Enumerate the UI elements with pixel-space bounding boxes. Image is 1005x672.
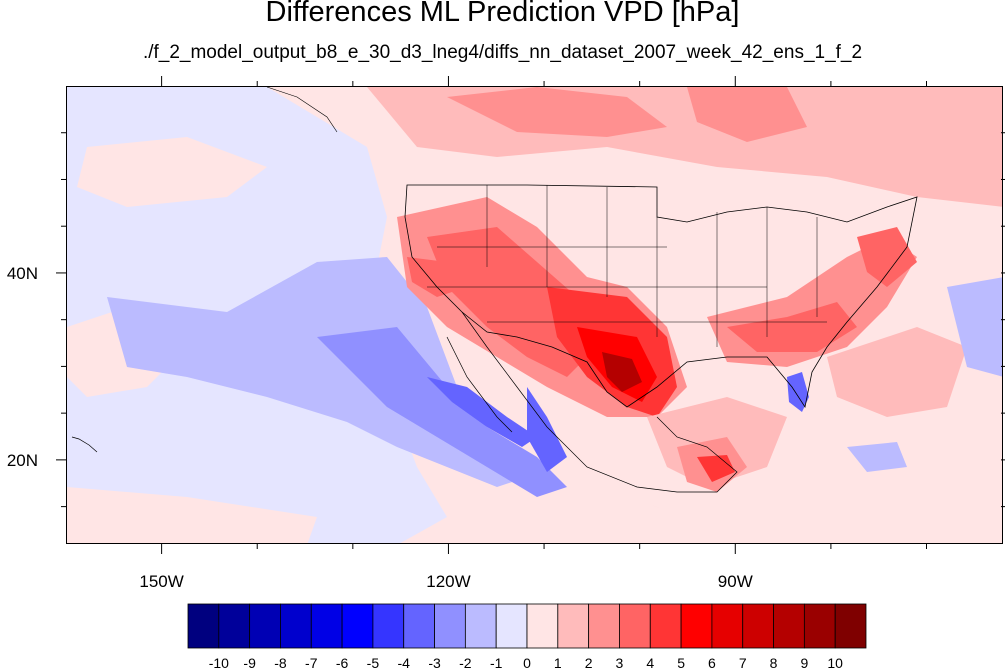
colorbar-box xyxy=(310,603,343,649)
mexico-coastline xyxy=(461,311,738,493)
central-america-pink xyxy=(537,497,687,543)
colorbar-label: -10 xyxy=(209,655,229,671)
us-outline xyxy=(404,184,918,409)
colorbar-label: 7 xyxy=(739,655,747,671)
canada-red-patch xyxy=(687,87,807,142)
colorbar-box xyxy=(803,603,836,649)
us-state-borders xyxy=(427,185,827,347)
colorbar-label: -7 xyxy=(305,655,318,671)
map-subtitle: ./f_2_model_output_b8_e_30_d3_lneg4/diff… xyxy=(142,42,863,63)
colorbar-box xyxy=(218,603,251,649)
colorbar-label: 5 xyxy=(677,655,685,671)
colorbar-label: 2 xyxy=(585,655,593,671)
pacific-blue-band xyxy=(107,257,527,487)
vpd-difference-field xyxy=(67,87,1002,543)
colorbar-box xyxy=(403,603,435,649)
colorbar-box xyxy=(280,603,312,649)
colorbar-box xyxy=(742,603,774,649)
caribbean-blue-patch xyxy=(847,442,907,472)
colorbar-box xyxy=(495,603,528,649)
colorbar-label: 9 xyxy=(800,655,808,671)
colorbar-label: -4 xyxy=(398,655,411,671)
colorbar-box xyxy=(773,603,805,649)
colorbar-box xyxy=(711,603,744,649)
gulf-of-california-blue xyxy=(527,387,567,472)
colorbar-label: 6 xyxy=(708,655,716,671)
colorbar-label: -2 xyxy=(459,655,472,671)
texas-peak-core xyxy=(602,352,642,392)
florida-blue-patch xyxy=(787,372,809,412)
southeast-us-hot-patch xyxy=(727,302,857,352)
map-plot-area xyxy=(66,86,1003,544)
canada-red-patch xyxy=(447,87,667,137)
colorbar-label: -8 xyxy=(274,655,287,671)
colorbar-box xyxy=(680,603,713,649)
colorbar-box xyxy=(187,603,220,649)
southwest-us-warm-region xyxy=(427,227,597,377)
colorbar-label: 4 xyxy=(646,655,654,671)
colorbar-label: -5 xyxy=(367,655,380,671)
colorbar-label: 3 xyxy=(616,655,624,671)
alaska-coastline xyxy=(266,87,338,133)
colorbar-label: 10 xyxy=(827,655,843,671)
colorbar-box xyxy=(434,603,466,649)
colorbar-box xyxy=(249,603,281,649)
colorbar-box xyxy=(526,603,559,649)
pacific-pink-patch xyxy=(77,137,267,207)
mid-atlantic-warm-patch xyxy=(857,227,917,287)
colorbar-box xyxy=(588,603,620,649)
baja-blue-region xyxy=(317,327,567,497)
hawaii-islands xyxy=(71,436,98,453)
colorbar-boxes xyxy=(187,603,867,649)
colorbar-label: 0 xyxy=(523,655,531,671)
colorbar-label: -9 xyxy=(243,655,256,671)
baja-coastline xyxy=(446,336,513,433)
yucatan-hot-patch xyxy=(697,455,735,482)
colorbar-box xyxy=(619,603,651,649)
colorbar-box xyxy=(372,603,405,649)
colorbar-label: -3 xyxy=(428,655,441,671)
colorbar-label: -6 xyxy=(336,655,349,671)
atlantic-blue-patch xyxy=(947,277,1002,377)
colorbar-box xyxy=(557,603,590,649)
atlantic-pink-region xyxy=(827,327,967,417)
colorbar-box xyxy=(464,603,497,649)
pacific-pink-patch xyxy=(67,487,317,543)
colorbar-box xyxy=(834,603,867,649)
colorbar-box xyxy=(649,603,682,649)
colorbar-box xyxy=(341,603,374,649)
colorbar-label: 8 xyxy=(770,655,778,671)
colorbar-label: 1 xyxy=(554,655,562,671)
map-title: Differences ML Prediction VPD [hPa] xyxy=(265,0,740,28)
colorbar-labels: -10 -9 -8 -7 -6 -5 -4 -3 -2 -1 0 1 2 3 4 5 6 7 8 9 10 xyxy=(209,655,843,671)
colorbar-label: -1 xyxy=(490,655,503,671)
